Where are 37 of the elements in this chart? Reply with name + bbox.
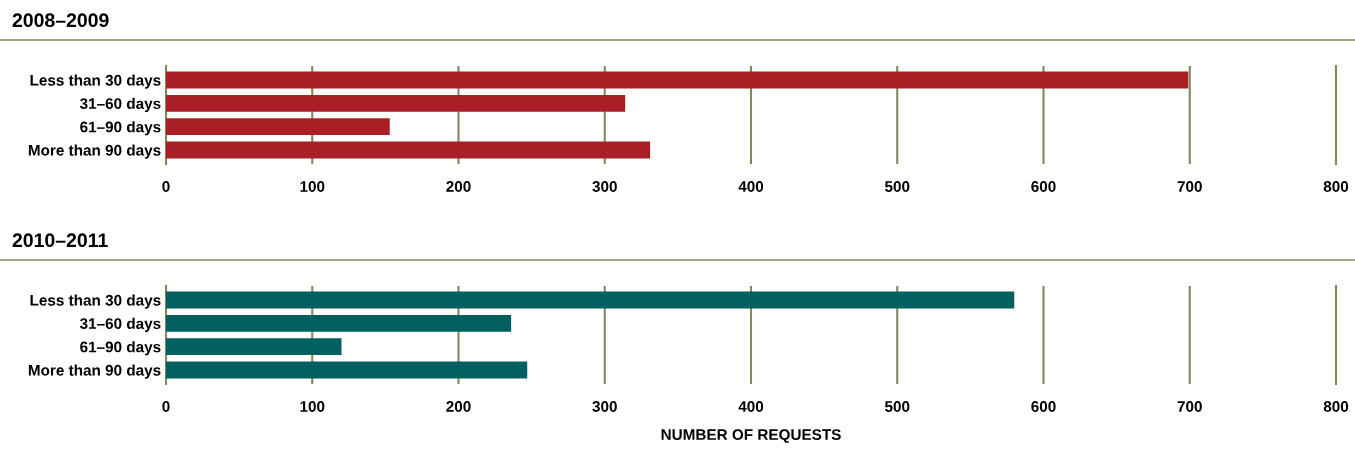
y-tick-label: 61–90 days [80,341,161,356]
x-tick-label: 800 [1323,181,1349,192]
bar [166,314,512,332]
x-tick-label: 300 [592,181,617,192]
bar [166,291,1015,309]
x-tick-label: 700 [1177,401,1202,412]
x-tick-label: 0 [162,181,170,192]
y-tick-label: More than 90 days [28,144,161,159]
chart-title: 2010–2011 [12,233,108,248]
y-tick-label: 61–90 days [80,121,161,136]
x-tick-label: 700 [1177,181,1202,192]
x-tick-label: 200 [446,181,471,192]
bar [166,141,651,159]
chart-title: 2008–2009 [12,13,109,28]
x-tick-label: 500 [884,401,910,412]
x-tick-label: 400 [738,401,764,412]
y-tick-label: Less than 30 days [30,74,161,89]
x-tick-label: 300 [592,401,617,412]
y-tick-label: 31–60 days [79,97,161,113]
x-tick-label: 0 [162,401,170,412]
x-tick-label: 800 [1323,401,1349,412]
bar [166,338,342,356]
y-tick-label: More than 90 days [28,364,161,379]
x-axis-title: NUMBER OF REQUESTS [661,429,841,443]
y-tick-label: 31–60 days [79,317,161,333]
x-tick-label: 200 [446,401,471,412]
x-tick-label: 600 [1031,401,1056,412]
x-tick-label: 100 [300,401,325,412]
x-tick-label: 400 [738,181,764,192]
bar [166,118,390,136]
x-tick-label: 500 [884,181,910,192]
x-tick-label: 600 [1031,181,1056,192]
bar [166,94,626,112]
y-tick-label: Less than 30 days [30,294,161,309]
bar [166,361,528,379]
x-tick-label: 100 [300,181,325,192]
bar [166,71,1189,89]
